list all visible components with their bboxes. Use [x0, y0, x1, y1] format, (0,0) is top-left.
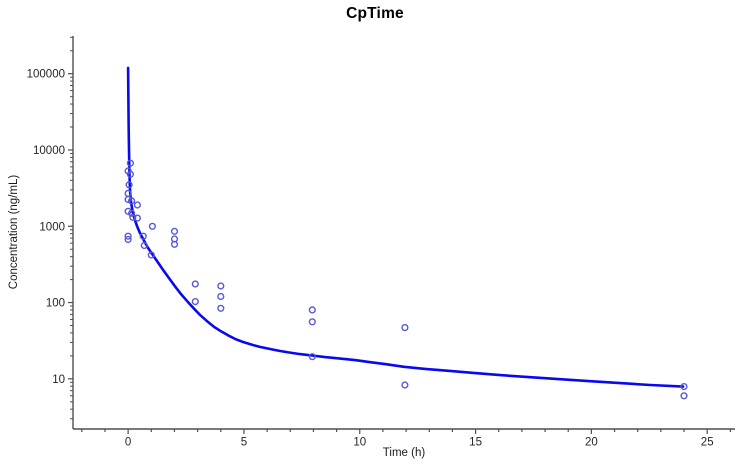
- y-tick-label: 10: [52, 374, 65, 386]
- data-point-marker: [124, 207, 132, 215]
- fitted-curve-line: [126, 66, 685, 388]
- data-point-marker: [217, 282, 225, 290]
- data-point-marker: [125, 181, 133, 189]
- data-point-marker: [133, 201, 142, 209]
- data-point-marker: [401, 381, 409, 389]
- y-tick-label: 100000: [27, 69, 65, 81]
- data-point-marker: [401, 324, 409, 332]
- data-point-marker: [126, 170, 134, 178]
- chart-title: CpTime: [346, 5, 404, 22]
- x-tick-label: 20: [585, 437, 598, 449]
- data-point-marker: [126, 159, 134, 167]
- data-point-marker: [128, 209, 136, 217]
- x-tick-label: 25: [701, 437, 714, 449]
- data-point-marker: [308, 353, 316, 361]
- data-point-marker: [147, 251, 155, 259]
- data-point-marker: [217, 292, 225, 301]
- data-point-marker: [170, 227, 179, 235]
- x-tick-label: 15: [469, 437, 482, 449]
- data-point-marker: [170, 240, 179, 248]
- data-point-marker: [140, 241, 148, 250]
- data-point-marker: [129, 213, 137, 221]
- x-tick-label: 10: [353, 437, 366, 449]
- data-point-marker: [124, 235, 132, 244]
- x-tick-label: 5: [241, 437, 247, 449]
- data-point-marker: [124, 232, 132, 240]
- y-tick-label: 1000: [39, 221, 65, 233]
- y-tick-label: 10000: [33, 145, 65, 157]
- data-point-marker: [308, 306, 316, 314]
- data-point-marker: [191, 298, 199, 306]
- data-point-marker: [680, 392, 688, 400]
- y-axis-title: Concentration (ng/mL): [8, 174, 20, 290]
- observed-points: [124, 159, 688, 400]
- data-point-marker: [191, 280, 199, 288]
- data-point-marker: [217, 304, 225, 312]
- data-point-marker: [133, 214, 142, 222]
- x-axis-ticks: 0 5 10 15 20 25: [81, 429, 731, 449]
- x-tick-label: 0: [125, 437, 131, 449]
- data-point-marker: [148, 222, 157, 230]
- data-point-marker: [128, 197, 136, 205]
- data-point-marker: [680, 383, 688, 391]
- y-axis-ticks: 10 100 1000 10000 100000: [27, 36, 73, 420]
- y-tick-label: 100: [46, 298, 65, 310]
- data-point-marker: [124, 195, 132, 204]
- data-point-marker: [139, 232, 147, 240]
- x-axis-title: Time (h): [382, 447, 426, 459]
- data-point-marker: [308, 318, 316, 326]
